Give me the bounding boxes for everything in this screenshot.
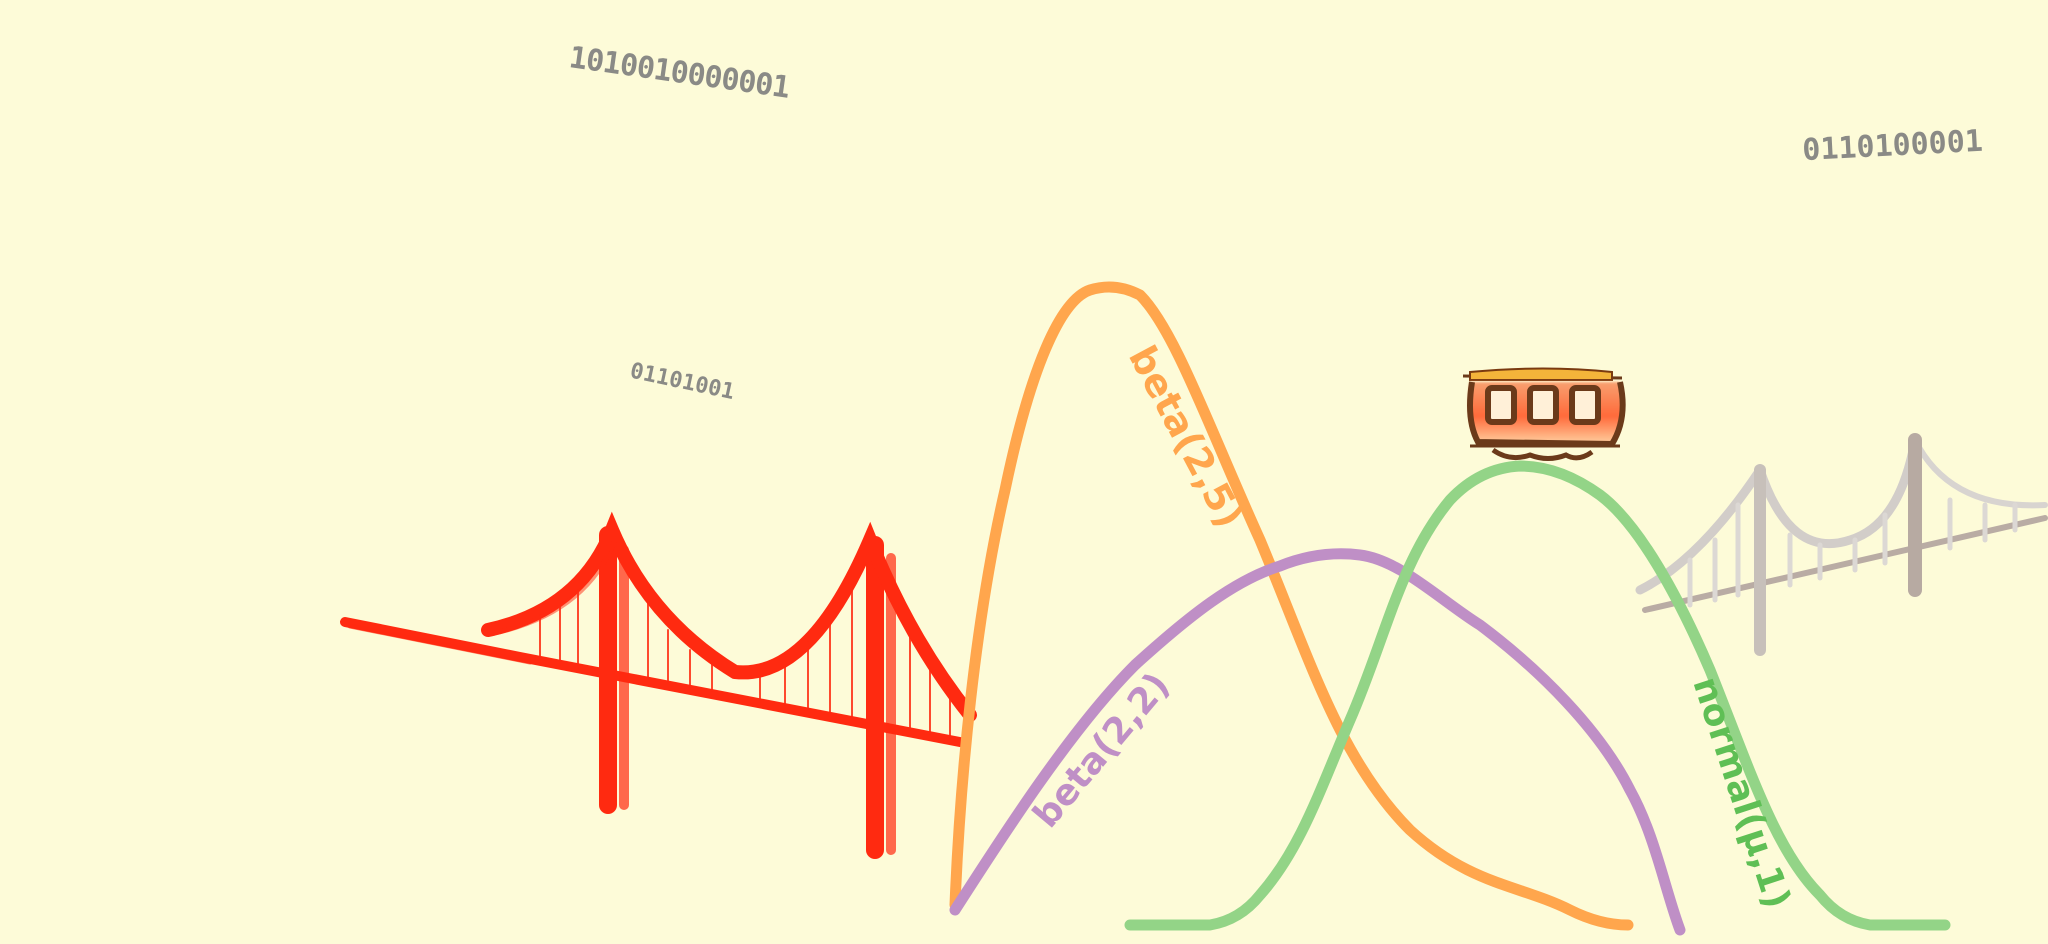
binary-text-3: 0110100001 bbox=[1802, 124, 1984, 168]
binary-text-1: 1010010000001 bbox=[567, 40, 792, 106]
bay-bridge bbox=[1635, 433, 2048, 656]
normal-curve bbox=[1124, 460, 1951, 931]
binary-text-2: 01101001 bbox=[628, 359, 737, 405]
beta-2-2-label: beta(2,2) bbox=[1025, 665, 1177, 836]
beta-2-2-curve bbox=[949, 548, 1686, 936]
golden-gate-bridge bbox=[340, 511, 977, 859]
cable-car bbox=[1462, 367, 1626, 461]
normal-label: normal(μ,1) bbox=[1684, 672, 1797, 913]
beta-2-5-curve bbox=[949, 281, 1634, 931]
